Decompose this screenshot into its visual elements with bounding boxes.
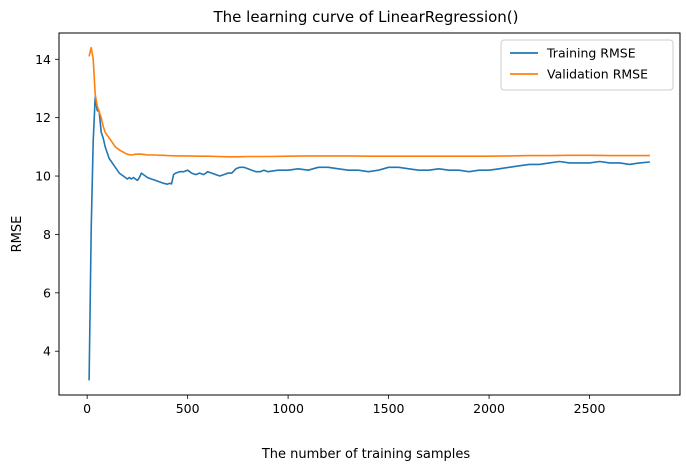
y-tick-label: 6 xyxy=(43,285,51,300)
chart-title: The learning curve of LinearRegression() xyxy=(212,8,518,26)
y-tick-label: 10 xyxy=(35,169,51,184)
y-tick-label: 14 xyxy=(35,52,51,67)
series-layer xyxy=(88,46,650,381)
legend-label: Validation RMSE xyxy=(547,67,648,82)
x-tick-label: 1500 xyxy=(373,401,405,416)
x-tick-label: 2000 xyxy=(473,401,505,416)
x-tick-label: 500 xyxy=(176,401,200,416)
y-axis-label: RMSE xyxy=(10,216,25,253)
legend-label: Training RMSE xyxy=(546,46,636,61)
y-tick-label: 4 xyxy=(43,344,51,359)
training-rmse-line xyxy=(88,96,650,381)
legend: Training RMSE Validation RMSE xyxy=(500,39,674,91)
x-axis-label: The number of training samples xyxy=(261,447,471,462)
y-tick-label: 8 xyxy=(43,227,51,242)
x-tick-label: 2500 xyxy=(574,401,606,416)
x-tick-label: 0 xyxy=(83,401,91,416)
y-tick-label: 12 xyxy=(35,110,51,125)
axis-ticks: 0 500 1000 1500 2000 2500 4 6 8 10 12 14 xyxy=(35,52,605,416)
x-tick-label: 1000 xyxy=(272,401,304,416)
legend-box xyxy=(500,39,674,91)
axes-frame xyxy=(58,32,681,396)
validation-rmse-line xyxy=(88,46,650,158)
